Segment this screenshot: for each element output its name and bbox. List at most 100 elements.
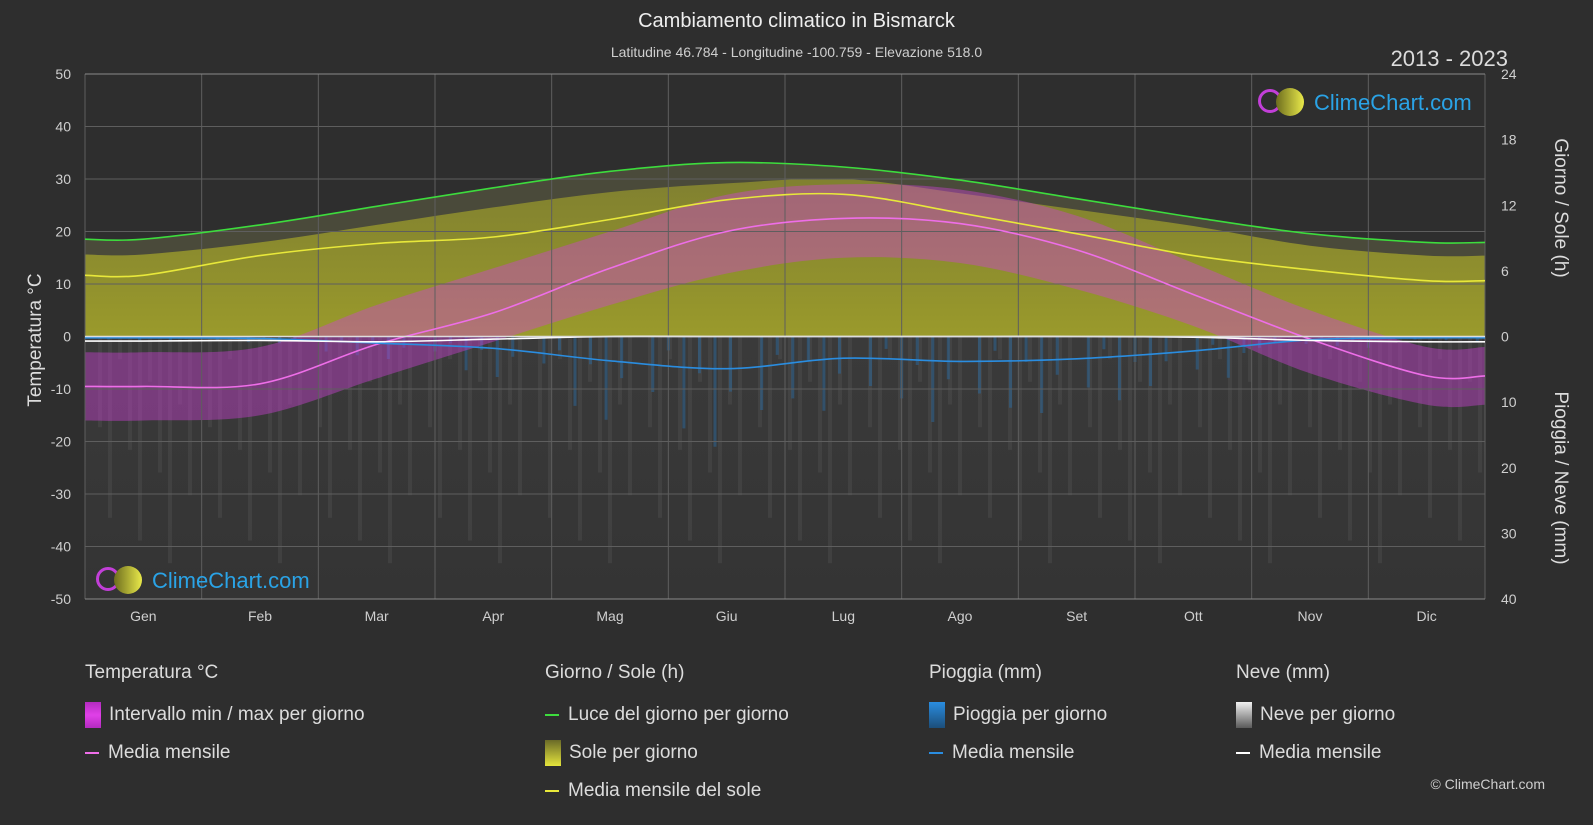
chart-subtitle: Latitudine 46.784 - Longitudine -100.759… <box>610 44 983 60</box>
rain-stripe <box>573 336 577 406</box>
legend-item: Media mensile del sole <box>545 772 789 810</box>
rain-stripe <box>1040 336 1044 413</box>
precip-stripe <box>168 336 172 564</box>
precip-stripe <box>348 336 352 450</box>
precip-stripe <box>138 336 142 541</box>
precip-stripe <box>948 336 952 405</box>
precip-stripe <box>808 336 812 382</box>
precip-stripe <box>558 336 562 360</box>
precip-stripe <box>818 336 822 473</box>
precip-stripe <box>918 336 922 382</box>
x-tick-label: Ott <box>1184 608 1203 624</box>
rain-stripe <box>869 336 873 386</box>
precip-stripe <box>1248 336 1252 382</box>
rain-stripe <box>1009 336 1013 408</box>
rain-stripe <box>713 336 717 447</box>
precip-stripe <box>1058 336 1062 405</box>
precip-stripe <box>1268 336 1272 564</box>
year-range: 2013 - 2023 <box>1390 46 1508 71</box>
legend-label: Pioggia per giorno <box>953 704 1108 725</box>
rain-stripe <box>1024 336 1028 362</box>
precip-stripe <box>1468 336 1472 382</box>
precip-stripe <box>358 336 362 541</box>
legend-label: Luce del giorno per giorno <box>568 704 789 725</box>
precip-stripe <box>758 336 762 428</box>
precip-stripe <box>258 336 262 382</box>
y-right-top-tick-label: 0 <box>1501 329 1509 345</box>
legend-item: Media mensile <box>1236 734 1395 772</box>
legend-snow: Neve (mm) Neve per giorno Media mensile <box>1236 662 1395 772</box>
legend-label: Sole per giorno <box>569 742 698 763</box>
precip-stripe <box>1018 336 1022 541</box>
rain-stripe <box>837 336 841 374</box>
precip-stripe <box>1068 336 1072 496</box>
precip-stripe <box>1418 336 1422 428</box>
precip-stripe <box>778 336 782 360</box>
precip-stripe <box>388 336 392 564</box>
snow-mean-swatch <box>1236 752 1250 754</box>
copyright: © ClimeChart.com <box>1430 776 1545 792</box>
precip-stripe <box>1398 336 1402 496</box>
rain-stripe <box>1086 336 1090 388</box>
legend-item: Intervallo min / max per giorno <box>85 696 365 734</box>
series-line <box>84 336 1486 370</box>
legend-header: Pioggia (mm) <box>929 662 1042 683</box>
precip-stripe <box>568 336 572 450</box>
rain-stripe <box>1257 336 1261 348</box>
y-axis-right-top-title: Giorno / Sole (h) <box>1550 138 1571 278</box>
precip-stripe <box>768 336 772 518</box>
rain-stripe <box>1149 336 1153 386</box>
precip-stripe <box>988 336 992 518</box>
precip-stripe <box>1288 336 1292 496</box>
rain-stripe <box>729 336 733 392</box>
precip-stripe <box>628 336 632 496</box>
precip-stripe <box>1318 336 1322 518</box>
precip-stripe <box>788 336 792 450</box>
legend-item: Media mensile <box>929 734 1107 772</box>
precip-stripe <box>428 336 432 428</box>
precip-stripe <box>708 336 712 473</box>
precip-stripe <box>1158 336 1162 564</box>
y-right-bottom-tick-label: 40 <box>1501 591 1517 607</box>
precip-stripe <box>278 336 282 564</box>
x-tick-label: Apr <box>482 608 504 624</box>
series-line <box>84 217 1486 389</box>
precip-stripe <box>1258 336 1262 473</box>
x-tick-label: Dic <box>1417 608 1437 624</box>
rain-stripe <box>775 336 779 355</box>
precip-stripe <box>488 336 492 473</box>
legend-label: Media mensile <box>952 742 1075 763</box>
rain-stripe <box>822 336 826 411</box>
precip-stripe <box>468 336 472 541</box>
precip-stripe <box>1348 336 1352 541</box>
precip-stripe <box>108 336 112 518</box>
precip-stripe <box>1438 336 1442 360</box>
precip-stripe <box>498 336 502 564</box>
precip-stripe <box>378 336 382 473</box>
precip-stripe <box>238 336 242 450</box>
rain-stripe <box>386 336 390 359</box>
rain-stripe <box>1475 336 1479 341</box>
precip-stripe <box>618 336 622 405</box>
rain-stripe <box>1102 336 1106 350</box>
rain-stripe <box>620 336 624 379</box>
precip-stripe <box>398 336 402 405</box>
y-right-bottom-tick-label: 20 <box>1501 460 1517 476</box>
precip-stripe <box>898 336 902 450</box>
rain-stripe <box>480 336 484 350</box>
precip-stripe <box>1448 336 1452 450</box>
precip-stripe <box>678 336 682 450</box>
y-left-tick-label: 0 <box>63 329 71 345</box>
chart-lines <box>84 161 1486 389</box>
logo-top[interactable]: ClimeChart.com <box>1258 88 1472 118</box>
logo-bottom[interactable]: ClimeChart.com <box>96 566 310 596</box>
series-line <box>84 192 1486 283</box>
precip-stripe <box>438 336 442 518</box>
precip-stripe <box>98 336 102 428</box>
y-right-top-tick-label: 6 <box>1501 263 1509 279</box>
legend-item: Luce del giorno per giorno <box>545 696 789 734</box>
y-right-bottom-tick-label: 10 <box>1501 394 1517 410</box>
sunshine-swatch <box>545 740 561 766</box>
rain-stripe <box>589 336 593 365</box>
rain-stripe <box>324 336 328 352</box>
